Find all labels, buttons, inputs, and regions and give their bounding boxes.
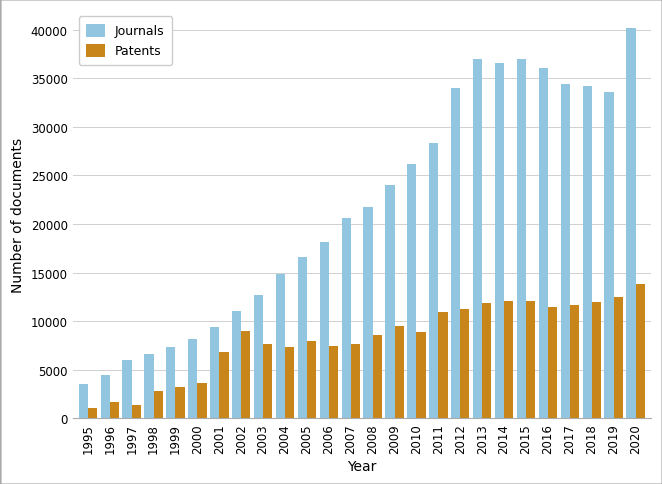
Bar [614, 297, 623, 419]
Bar [188, 339, 197, 419]
Bar [166, 348, 175, 419]
Bar [592, 302, 601, 419]
Bar [241, 331, 250, 419]
Bar [407, 165, 416, 419]
Bar [285, 347, 294, 419]
Bar [101, 375, 110, 419]
Bar [438, 313, 448, 419]
Bar [219, 353, 228, 419]
Bar [232, 311, 241, 419]
Bar [132, 405, 141, 419]
Bar [210, 327, 219, 419]
Bar [517, 60, 526, 419]
Bar [363, 207, 373, 419]
Bar [79, 385, 88, 419]
Bar [395, 326, 404, 419]
Bar [548, 307, 557, 419]
Bar [504, 301, 513, 419]
Bar [526, 301, 535, 419]
Bar [110, 402, 119, 419]
Bar [385, 186, 395, 419]
Bar [88, 408, 97, 419]
Bar [122, 361, 132, 419]
Bar [373, 335, 382, 419]
Bar [460, 309, 469, 419]
Legend: Journals, Patents: Journals, Patents [79, 17, 172, 66]
Bar [539, 69, 548, 419]
Bar [473, 60, 482, 419]
Bar [429, 144, 438, 419]
Bar [451, 89, 460, 419]
Y-axis label: Number of documents: Number of documents [11, 137, 25, 292]
Bar [197, 384, 207, 419]
Bar [329, 346, 338, 419]
Bar [254, 295, 263, 419]
Bar [175, 388, 185, 419]
Bar [495, 63, 504, 419]
Bar [561, 85, 570, 419]
Bar [416, 332, 426, 419]
Bar [320, 243, 329, 419]
Bar [154, 392, 163, 419]
Bar [298, 257, 307, 419]
Bar [636, 285, 645, 419]
Bar [570, 305, 579, 419]
Bar [307, 341, 316, 419]
X-axis label: Year: Year [347, 459, 377, 473]
Bar [482, 303, 491, 419]
Bar [604, 92, 614, 419]
Bar [276, 274, 285, 419]
Bar [342, 219, 351, 419]
Bar [626, 29, 636, 419]
Bar [583, 87, 592, 419]
Bar [351, 344, 360, 419]
Bar [144, 355, 154, 419]
Bar [263, 344, 272, 419]
